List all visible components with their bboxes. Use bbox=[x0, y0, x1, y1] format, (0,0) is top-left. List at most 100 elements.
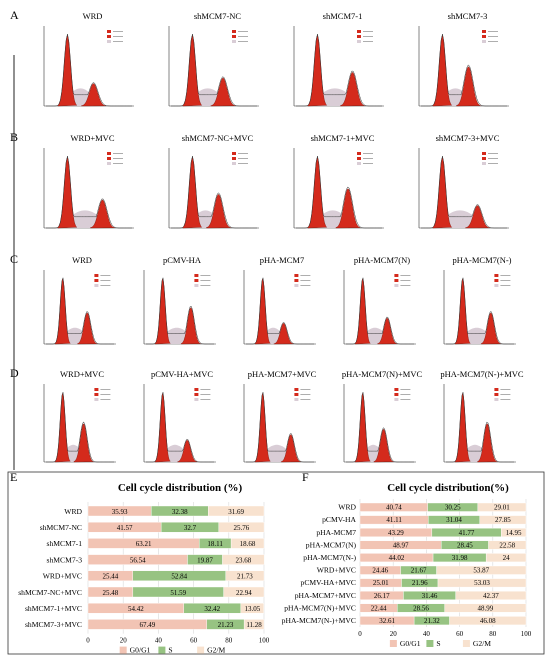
data-label: 28.45 bbox=[457, 541, 473, 549]
data-label: 32.61 bbox=[379, 617, 395, 625]
g2-peak bbox=[477, 423, 498, 463]
data-label: 11.28 bbox=[246, 621, 262, 629]
data-label: 32.42 bbox=[204, 605, 220, 613]
category-label: shMCM7-1+MVC bbox=[25, 604, 82, 613]
category-label: WRD bbox=[64, 507, 82, 516]
histogram-title: shMCM7-1+MVC bbox=[311, 133, 375, 143]
legend-swatch bbox=[119, 646, 127, 654]
x-tick-label: 80 bbox=[489, 630, 497, 638]
data-label: 35.93 bbox=[112, 508, 128, 516]
hist-legend-swatch bbox=[294, 398, 299, 401]
hist-legend-swatch bbox=[294, 284, 299, 287]
histogram-panels: A WRD shMCM7-NC shMCM7-1 shMCM7-3 B WRD+MVC shM… bbox=[10, 8, 524, 463]
hist-legend-swatch bbox=[94, 284, 99, 287]
hist-legend-swatch bbox=[482, 35, 486, 38]
histogram-plot bbox=[293, 148, 384, 229]
data-label: 32.38 bbox=[172, 508, 188, 516]
histogram-outline bbox=[46, 155, 132, 229]
bar-segment-g2-m bbox=[222, 554, 265, 565]
hist-legend-swatch bbox=[394, 398, 399, 401]
category-label: pHA-MCM7 bbox=[316, 528, 356, 537]
hist-legend-swatch bbox=[494, 388, 499, 391]
hist-legend-swatch bbox=[194, 398, 199, 401]
histogram-title: pHA-MCM7+MVC bbox=[248, 369, 317, 379]
data-label: 53.03 bbox=[474, 579, 490, 587]
histogram-title: WRD+MVC bbox=[60, 369, 104, 379]
data-label: 23.68 bbox=[235, 556, 251, 564]
hist-legend-swatch bbox=[232, 157, 236, 160]
data-label: 43.29 bbox=[388, 529, 404, 537]
histogram-outline bbox=[346, 277, 414, 345]
data-label: 31.04 bbox=[446, 516, 462, 524]
histogram-plot bbox=[143, 384, 216, 463]
category-label: shMCM7-3+MVC bbox=[25, 620, 82, 629]
legend-label: S bbox=[168, 646, 172, 655]
x-tick-label: 60 bbox=[456, 630, 464, 638]
histogram-title: shMCM7-NC bbox=[194, 11, 242, 21]
histogram-outline bbox=[146, 277, 214, 345]
chart-title: Cell cycle distribution(%) bbox=[387, 482, 509, 494]
histogram-outline bbox=[171, 33, 257, 107]
data-label: 54.42 bbox=[128, 605, 144, 613]
category-label: pHA-MCM7(N-)+MVC bbox=[282, 616, 356, 625]
bar-segment-g2-m bbox=[485, 553, 527, 563]
legend-label: G0/G1 bbox=[400, 639, 421, 648]
category-label: shMCM7-NC+MVC bbox=[18, 588, 82, 597]
g2-peak bbox=[180, 307, 201, 345]
histogram-outline bbox=[421, 33, 507, 107]
hist-legend-swatch bbox=[94, 274, 99, 277]
legend-label: G2/M bbox=[473, 639, 491, 648]
hist-legend-swatch bbox=[357, 30, 361, 33]
hist-legend-swatch bbox=[357, 40, 361, 43]
hist-legend-swatch bbox=[394, 388, 399, 391]
histogram-title: pCMV-HA bbox=[163, 255, 202, 265]
data-label: 41.77 bbox=[459, 529, 475, 537]
data-label: 51.59 bbox=[170, 589, 186, 597]
hist-legend-swatch bbox=[194, 274, 199, 277]
panel-letter: B bbox=[10, 130, 18, 144]
bar-charts: E Cell cycle distribution (%) 0 20 40 60 80 100… bbox=[10, 470, 532, 655]
panel-letter: C bbox=[10, 252, 18, 266]
hist-legend-swatch bbox=[294, 388, 299, 391]
bar-segment-g2-m bbox=[477, 502, 527, 512]
hist-legend-swatch bbox=[194, 393, 199, 396]
data-label: 18.11 bbox=[207, 540, 223, 548]
legend-swatch bbox=[426, 640, 434, 647]
data-label: 40.74 bbox=[386, 504, 402, 512]
histogram-outline bbox=[46, 277, 114, 345]
histogram-plot bbox=[43, 148, 134, 229]
histogram-plot bbox=[443, 270, 516, 345]
hist-legend-swatch bbox=[482, 40, 486, 43]
hist-legend-swatch bbox=[107, 157, 111, 160]
legend-swatch bbox=[197, 646, 205, 654]
g2-peak bbox=[456, 66, 481, 107]
s-phase-area bbox=[262, 444, 291, 462]
hist-legend-swatch bbox=[482, 157, 486, 160]
data-label: 22.94 bbox=[236, 589, 252, 597]
bar-segment-g2-m bbox=[488, 540, 527, 550]
data-label: 48.97 bbox=[393, 541, 409, 549]
hist-legend-swatch bbox=[294, 279, 299, 282]
category-label: shMCM7-NC bbox=[40, 523, 82, 532]
legend-label: G2/M bbox=[207, 646, 225, 655]
histogram-outline bbox=[171, 155, 257, 229]
histogram-outline bbox=[46, 33, 132, 107]
x-tick-label: 40 bbox=[423, 630, 431, 638]
data-label: 18.68 bbox=[240, 540, 256, 548]
histogram-title: pCMV-HA+MVC bbox=[151, 369, 213, 379]
x-tick-label: 80 bbox=[225, 637, 233, 645]
legend-label: S bbox=[436, 639, 440, 648]
g2-peak bbox=[273, 323, 294, 345]
hist-legend-swatch bbox=[357, 162, 361, 165]
x-tick-label: 100 bbox=[521, 630, 532, 638]
hist-legend-swatch bbox=[494, 393, 499, 396]
g2-peak bbox=[73, 423, 94, 463]
category-label: WRD+MVC bbox=[317, 566, 356, 575]
hist-legend-swatch bbox=[107, 162, 111, 165]
bar-segment-g2-m bbox=[437, 578, 527, 588]
histogram-title: WRD bbox=[83, 11, 103, 21]
histogram-row-A: A WRD shMCM7-NC shMCM7-1 shMCM7-3 bbox=[10, 8, 509, 107]
category-label: WRD bbox=[338, 503, 356, 512]
bar-segment-g2-m bbox=[436, 565, 527, 575]
